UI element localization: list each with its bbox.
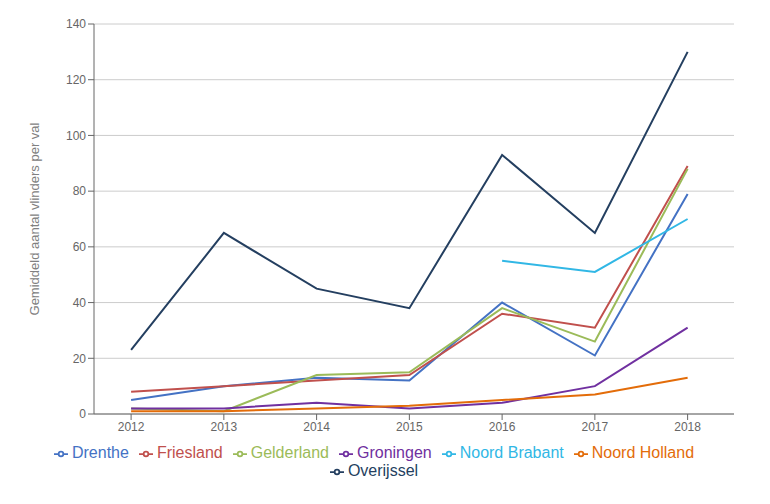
svg-text:2016: 2016: [489, 420, 516, 434]
svg-text:20: 20: [73, 352, 87, 366]
html-text:Gelderland: Gelderland: [250, 444, 329, 461]
svg-text:140: 140: [66, 17, 86, 31]
svg-text:2018: 2018: [674, 420, 701, 434]
svg-text:2012: 2012: [118, 420, 145, 434]
html-text:Drenthe: Drenthe: [72, 444, 129, 461]
svg-text:2013: 2013: [211, 420, 238, 434]
html-text:Overijssel: Overijssel: [347, 462, 419, 479]
svg-text:120: 120: [66, 73, 86, 87]
svg-text:2014: 2014: [303, 420, 330, 434]
svg-text:80: 80: [73, 184, 87, 198]
html-text:Friesland: Friesland: [156, 444, 223, 461]
svg-text:2015: 2015: [396, 420, 423, 434]
svg-text:40: 40: [73, 296, 87, 310]
svg-text:100: 100: [66, 129, 86, 143]
svg-text:2017: 2017: [582, 420, 609, 434]
html-text:Noord Brabant: Noord Brabant: [459, 444, 564, 461]
svg-text:60: 60: [73, 240, 87, 254]
svg-text:0: 0: [79, 407, 86, 421]
html-text:Groningen: Groningen: [357, 444, 432, 461]
svg-text:Gemiddeld aantal vlinders per: Gemiddeld aantal vlinders per val: [27, 122, 42, 315]
html-text:Noord Holland: Noord Holland: [591, 444, 694, 461]
